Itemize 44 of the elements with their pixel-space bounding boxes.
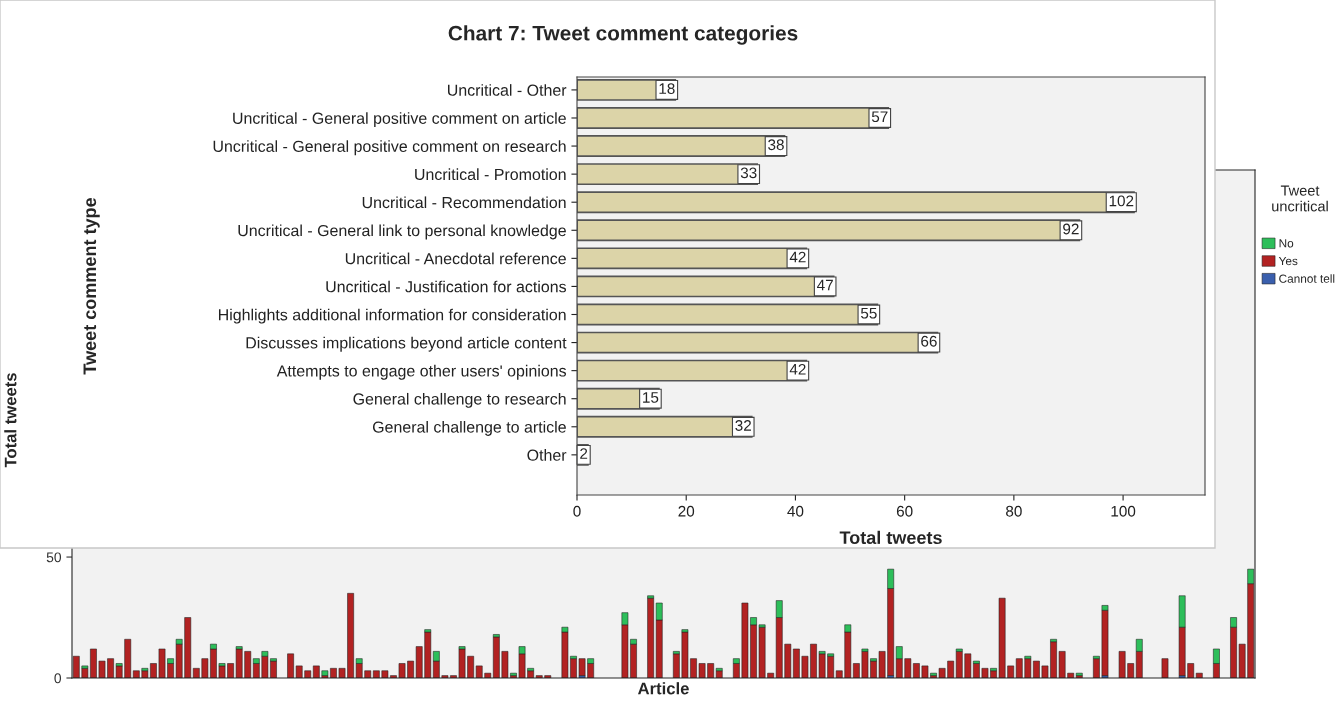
y-tick-label: Uncritical - Justification for actions	[326, 280, 567, 293]
y-tick-label: Uncritical - General positive comment on article	[233, 112, 566, 128]
data-label: 18	[659, 83, 675, 95]
x-tick-label: 80	[1006, 505, 1022, 517]
x-tick-label: 100	[1111, 505, 1136, 517]
x-tick-label: 40	[787, 505, 804, 517]
y-tick-label: General challenge to article	[372, 421, 566, 436]
y-tick-label: Attempts to engage other users' opinions	[276, 364, 567, 380]
y-axis-title: Tweet comment type	[83, 197, 100, 375]
y-tick-label: 50	[46, 552, 62, 563]
legend-label: No	[1279, 239, 1294, 248]
y-tick-label: Uncritical - Promotion	[415, 168, 566, 181]
y-tick-label: Highlights additional information for consideration	[218, 308, 566, 324]
x-tick-label: 0	[573, 505, 581, 517]
y-tick-label: Other	[527, 449, 567, 461]
data-label: 38	[768, 139, 784, 151]
y-tick-label: Uncritical - General positive comment on research	[213, 140, 566, 156]
y-tick-label: Discusses implications beyond article content	[246, 336, 567, 352]
data-label: 92	[1063, 223, 1079, 235]
y-tick-label: Uncritical - Recommendation	[362, 196, 566, 209]
chart-title: Chart 7: Tweet comment categories	[448, 25, 798, 45]
legend-label: Yes	[1278, 256, 1298, 266]
y-axis-title: Total tweets	[4, 373, 17, 468]
y-tick-label: Uncritical - General link to personal knowledge	[238, 224, 566, 240]
data-label: 57	[871, 111, 888, 123]
x-tick-label: 60	[896, 505, 913, 517]
x-tick-label: 20	[678, 505, 695, 517]
data-label: 42	[789, 251, 806, 263]
data-label: 2	[580, 448, 588, 459]
data-label: 55	[860, 307, 877, 319]
data-label: 102	[1109, 195, 1134, 207]
data-label: 47	[817, 279, 833, 291]
data-label: 33	[740, 167, 757, 179]
x-axis-title: Article	[637, 682, 689, 695]
data-label: 32	[735, 420, 751, 431]
data-label: 15	[643, 392, 659, 403]
y-tick-label: Uncritical - Other	[448, 84, 567, 96]
y-tick-label: General challenge to research	[353, 392, 566, 408]
y-tick-label: Uncritical - Anecdotal reference	[345, 252, 566, 265]
data-label: 42	[789, 363, 806, 375]
x-axis-title: Total tweets	[839, 530, 942, 545]
legend-title: Tweet uncritical	[1272, 185, 1328, 212]
data-label: 66	[921, 335, 937, 347]
legend-label: Cannot tell	[1279, 274, 1335, 283]
